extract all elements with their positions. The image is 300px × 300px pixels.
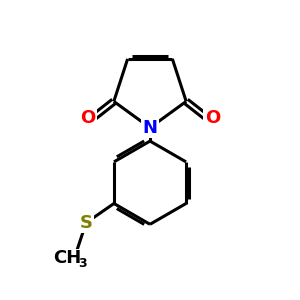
- Text: O: O: [80, 109, 95, 127]
- Text: N: N: [142, 119, 158, 137]
- Text: 3: 3: [78, 257, 87, 270]
- Text: CH: CH: [53, 250, 82, 268]
- Text: S: S: [80, 214, 93, 232]
- Text: O: O: [205, 109, 220, 127]
